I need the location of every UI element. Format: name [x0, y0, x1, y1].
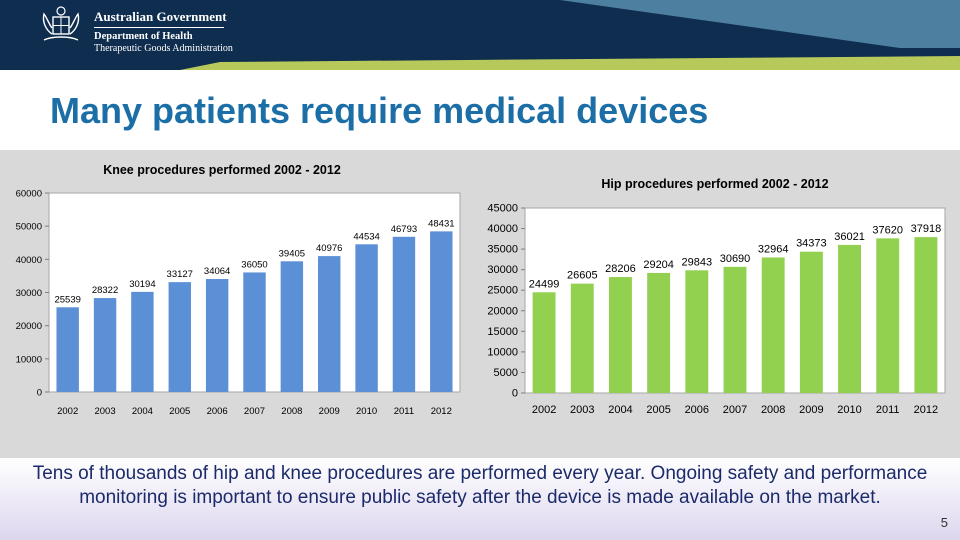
knee-x-tick-label: 2008 — [281, 406, 302, 417]
hip-bar-2004 — [609, 277, 632, 393]
hip-y-tick-label: 40000 — [487, 223, 518, 235]
hip-y-tick-label: 15000 — [487, 326, 518, 338]
knee-bar-2009 — [318, 256, 341, 392]
hip-data-label-2009: 34373 — [796, 238, 827, 250]
knee-bar-2006 — [205, 279, 229, 392]
knee-data-label-2008: 39405 — [279, 248, 305, 259]
branding-divider — [94, 27, 224, 28]
hip-bar-2011 — [876, 238, 900, 393]
hip-x-tick-label: 2008 — [761, 404, 785, 416]
hip-x-tick-label: 2004 — [608, 404, 632, 416]
hip-data-label-2011: 37620 — [872, 224, 903, 236]
hip-data-label-2012: 37918 — [911, 223, 942, 235]
hip-y-tick-label: 0 — [512, 388, 518, 400]
hip-bar-2002 — [532, 292, 556, 393]
hip-bar-2005 — [647, 272, 671, 393]
knee-x-tick-label: 2004 — [132, 406, 153, 417]
knee-bar-2003 — [93, 298, 117, 392]
knee-bar-2010 — [355, 244, 378, 392]
knee-x-tick-label: 2003 — [94, 406, 115, 417]
knee-data-label-2003: 28322 — [92, 285, 118, 296]
knee-y-tick-label: 10000 — [16, 354, 42, 365]
knee-x-tick-label: 2007 — [244, 406, 265, 417]
hip-x-tick-label: 2011 — [876, 404, 900, 416]
hip-y-tick-label: 5000 — [494, 367, 518, 379]
knee-x-tick-label: 2002 — [57, 406, 78, 417]
hip-x-tick-label: 2005 — [646, 404, 670, 416]
knee-bar-2012 — [430, 231, 453, 392]
hip-x-tick-label: 2007 — [723, 404, 747, 416]
knee-bar-2008 — [280, 261, 304, 392]
hip-y-tick-label: 45000 — [487, 203, 518, 215]
hip-data-label-2008: 32964 — [758, 243, 789, 255]
knee-bar-2011 — [392, 236, 416, 392]
header-banner: Australian Government Department of Heal… — [0, 0, 960, 70]
charts-canvas: Knee procedures performed 2002 - 2012 Hi… — [16, 163, 946, 417]
charts-panel: Knee procedures performed 2002 - 2012 Hi… — [0, 150, 960, 458]
coat-of-arms-icon — [42, 6, 80, 41]
knee-bar-2004 — [131, 291, 154, 392]
hip-x-tick-label: 2002 — [532, 404, 556, 416]
knee-bar-2007 — [243, 272, 266, 392]
hip-x-tick-label: 2012 — [914, 404, 938, 416]
hip-data-label-2006: 29843 — [682, 256, 713, 268]
hip-data-label-2002: 24499 — [529, 278, 560, 290]
hip-bar-2006 — [685, 270, 709, 393]
hip-y-tick-label: 30000 — [487, 264, 518, 276]
knee-data-label-2006: 34064 — [204, 266, 230, 277]
hip-x-tick-label: 2010 — [837, 404, 861, 416]
knee-bar-2005 — [168, 282, 191, 392]
knee-y-tick-label: 0 — [37, 388, 42, 399]
knee-y-tick-label: 50000 — [16, 222, 42, 233]
knee-y-tick-label: 40000 — [16, 255, 42, 266]
slide-title: Many patients require medical devices — [50, 90, 709, 131]
hip-y-tick-label: 35000 — [487, 244, 518, 256]
hip-bar-2012 — [914, 237, 938, 393]
knee-x-tick-label: 2012 — [431, 406, 452, 417]
hip-y-tick-label: 25000 — [487, 285, 518, 297]
knee-y-tick-label: 30000 — [16, 288, 42, 299]
knee-y-tick-label: 60000 — [16, 189, 42, 200]
hip-chart-title: Hip procedures performed 2002 - 2012 — [601, 177, 828, 191]
hip-data-label-2005: 29204 — [643, 259, 674, 271]
footer-panel: Tens of thousands of hip and knee proced… — [0, 458, 960, 540]
knee-data-label-2009: 40976 — [316, 243, 342, 254]
knee-x-tick-label: 2005 — [169, 406, 190, 417]
knee-x-tick-label: 2006 — [207, 406, 228, 417]
hip-data-label-2007: 30690 — [720, 253, 751, 265]
hip-bar-2007 — [723, 266, 747, 393]
knee-data-label-2010: 44534 — [353, 231, 379, 242]
government-name: Australian Government — [94, 9, 227, 24]
hip-y-tick-label: 10000 — [487, 346, 518, 358]
knee-x-tick-label: 2011 — [394, 406, 414, 417]
knee-x-tick-label: 2009 — [319, 406, 340, 417]
knee-x-tick-label: 2010 — [356, 406, 377, 417]
knee-y-tick-label: 20000 — [16, 321, 42, 332]
hip-data-label-2003: 26605 — [567, 270, 598, 282]
knee-data-label-2012: 48431 — [428, 218, 454, 229]
hip-data-label-2004: 28206 — [605, 263, 636, 275]
hip-data-label-2010: 36021 — [834, 231, 865, 243]
knee-data-label-2011: 46793 — [391, 224, 417, 235]
government-branding: Australian Government Department of Heal… — [94, 9, 233, 55]
knee-data-label-2005: 33127 — [167, 269, 193, 280]
hip-x-tick-label: 2003 — [570, 404, 594, 416]
hip-x-tick-label: 2009 — [799, 404, 823, 416]
hip-y-tick-label: 20000 — [487, 305, 518, 317]
header-decoration — [180, 0, 960, 70]
hip-x-tick-label: 2006 — [685, 404, 709, 416]
knee-bar-2002 — [56, 307, 79, 392]
hip-bar-2010 — [838, 244, 861, 393]
footer-message: Tens of thousands of hip and knee proced… — [32, 463, 928, 508]
hip-bar-2003 — [570, 283, 594, 393]
knee-data-label-2007: 36050 — [241, 259, 267, 270]
hip-bar-2009 — [799, 251, 823, 393]
knee-data-label-2002: 25539 — [54, 294, 80, 305]
hip-bar-2008 — [761, 257, 785, 393]
knee-data-label-2004: 30194 — [129, 279, 155, 290]
agency-name: Therapeutic Goods Administration — [94, 43, 233, 54]
page-number: 5 — [940, 515, 948, 530]
department-name: Department of Health — [94, 31, 193, 42]
knee-chart-title: Knee procedures performed 2002 - 2012 — [103, 163, 341, 177]
